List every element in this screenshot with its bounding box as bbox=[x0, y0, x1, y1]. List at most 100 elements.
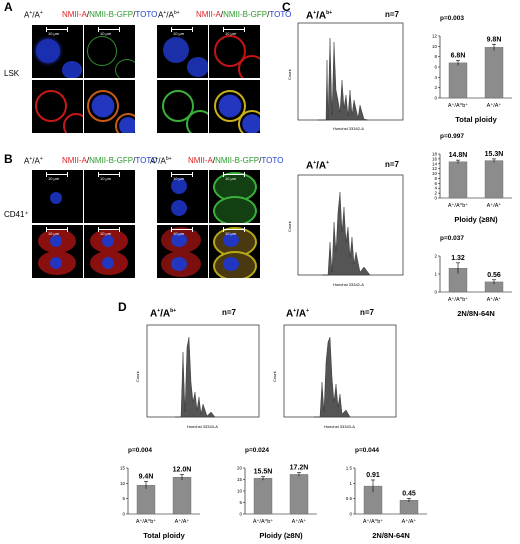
y-tick-label: 1 bbox=[434, 272, 437, 277]
panel-d-hist2-n: n=7 bbox=[360, 308, 375, 317]
bar bbox=[289, 474, 309, 515]
y-tick-label: 1.5 bbox=[346, 466, 353, 471]
histogram-area bbox=[314, 336, 351, 418]
y-tick-label: 0 bbox=[434, 196, 437, 201]
p-value-label: p=0.997 bbox=[440, 133, 464, 140]
bar bbox=[136, 484, 156, 515]
histogram-area bbox=[175, 336, 216, 418]
channel-nmii-a-2: NMII-A bbox=[196, 10, 221, 19]
channel-toto-b2: TOTO bbox=[261, 156, 284, 165]
panel-a-channel-legend: NMII-A/NMII-B-GFP/TOTO bbox=[62, 10, 158, 19]
p-value-label: p=0.044 bbox=[355, 447, 379, 454]
data-label: 17.2N bbox=[290, 465, 309, 472]
category-label: A⁺/A^b⁺ bbox=[448, 202, 468, 209]
category-label: A⁺/A⁺ bbox=[175, 518, 190, 525]
count-label: Count bbox=[288, 68, 292, 80]
bar bbox=[448, 62, 468, 99]
x-axis-label: Total ploidy bbox=[455, 115, 497, 124]
y-tick-label: 2 bbox=[434, 254, 437, 259]
y-tick-label: 8 bbox=[434, 54, 437, 59]
bar bbox=[484, 160, 504, 199]
micrograph-a-bplus-merge bbox=[209, 80, 260, 133]
scale-bar-label: 10 μm bbox=[173, 31, 185, 36]
y-tick-label: 0 bbox=[122, 512, 125, 517]
y-tick-label: 10 bbox=[432, 171, 438, 176]
x-axis-label: Ploidy (≥8N) bbox=[259, 531, 303, 540]
scale-bar-label: 10 μm bbox=[48, 231, 60, 236]
channel-nmii-a: NMII-A bbox=[62, 10, 87, 19]
micrograph-a-bplus-nmiia: 10 μm bbox=[209, 25, 260, 78]
data-label: 1.32 bbox=[451, 255, 465, 262]
y-tick-label: 16 bbox=[432, 156, 438, 161]
panel-d-hist1-genotype: A+/Ab+ bbox=[150, 308, 177, 320]
panel-b-channel-legend-2: NMII-A/NMII-B-GFP/TOTO bbox=[188, 156, 284, 165]
data-label: 12.0N bbox=[173, 466, 192, 473]
category-label: A⁺/A⁺ bbox=[487, 296, 502, 303]
panel-b-genotype-plus: A+/A+ bbox=[24, 156, 43, 166]
panel-label-d: D bbox=[118, 300, 127, 314]
hoechst-label: Hoechst 33343-A bbox=[187, 424, 218, 429]
y-tick-label: 0 bbox=[349, 512, 352, 517]
channel-nmii-a-b1: NMII-A bbox=[62, 156, 87, 165]
y-tick-label: 6 bbox=[434, 65, 437, 70]
y-tick-label: 0 bbox=[434, 96, 437, 101]
histogram-d-bplus: Count Hoechst 33343-A bbox=[135, 324, 260, 429]
channel-nmii-b-gfp-b2: NMII-B-GFP bbox=[215, 156, 260, 165]
y-tick-label: 12 bbox=[432, 166, 438, 171]
micrograph-a-plus-gfp: 10 μm bbox=[84, 25, 135, 78]
category-label: A⁺/A^b⁺ bbox=[363, 518, 383, 525]
micrograph-b-plus-toto: 10 μm bbox=[32, 170, 83, 223]
micrograph-b-bplus-toto: 10 μm bbox=[157, 170, 208, 223]
scale-bar-label: 10 μm bbox=[100, 231, 112, 236]
y-tick-label: 18 bbox=[432, 152, 438, 157]
bar-chart-d-ploidy: 0 5 10 15 20 p=0.024 15.5N A⁺/A^b⁺ 17.2N A⁺/A⁺ Plo… bbox=[237, 447, 317, 540]
panel-b-genotype-bplus: A+/Ab+ bbox=[150, 156, 172, 166]
histogram-c-bplus: Count Hoechst 33342-A bbox=[288, 22, 404, 131]
panel-c-hist2-n: n=7 bbox=[385, 160, 400, 169]
y-tick-label: 20 bbox=[237, 466, 243, 471]
panel-c-hist2-genotype: A+/A+ bbox=[306, 160, 330, 172]
bar bbox=[448, 161, 468, 199]
micrograph-a-plus-toto: 10 μm bbox=[32, 25, 83, 78]
channel-toto-b1: TOTO bbox=[135, 156, 158, 165]
x-axis-label: Total ploidy bbox=[143, 531, 185, 540]
panel-a-channel-legend-2: NMII-A/NMII-B-GFP/TOTO bbox=[196, 10, 292, 19]
micrograph-b-plus-nmiia: 10 μm bbox=[32, 225, 83, 278]
data-label: 15.3N bbox=[485, 151, 504, 158]
y-tick-label: 5 bbox=[239, 500, 242, 505]
y-tick-label: 12 bbox=[432, 34, 438, 39]
count-label: Count bbox=[288, 220, 292, 232]
channel-nmii-b-gfp-b1: NMII-B-GFP bbox=[89, 156, 134, 165]
panel-c-hist1-genotype: A+/Ab+ bbox=[306, 10, 333, 22]
x-axis-label: Ploidy (≥8N) bbox=[454, 215, 498, 224]
scale-bar-label: 10 μm bbox=[100, 31, 112, 36]
category-label: A⁺/A⁺ bbox=[292, 518, 307, 525]
y-tick-label: 6 bbox=[434, 181, 437, 186]
panel-b-channel-legend: NMII-A/NMII-B-GFP/TOTO bbox=[62, 156, 158, 165]
scale-bar-label: 10 μm bbox=[100, 176, 112, 181]
y-tick-label: 4 bbox=[434, 186, 437, 191]
p-value-label: p=0.037 bbox=[440, 235, 464, 242]
bar-chart-c-total: 0 2 4 6 8 10 12 p=0.003 6.8N A⁺/A^b⁺ 9.8N A⁺/A⁺ Tota… bbox=[432, 15, 512, 124]
p-value-label: p=0.003 bbox=[440, 15, 464, 22]
bar bbox=[484, 47, 504, 99]
p-value-label: p=0.024 bbox=[245, 447, 269, 454]
data-label: 0.91 bbox=[366, 472, 380, 479]
panel-label-c: C bbox=[282, 0, 291, 14]
plot-frame bbox=[146, 324, 260, 418]
channel-nmii-b-gfp: NMII-B-GFP bbox=[89, 10, 134, 19]
panel-a-genotype-bplus: A+/Ab+ bbox=[158, 10, 180, 20]
y-tick-label: 8 bbox=[434, 176, 437, 181]
y-tick-label: 0 bbox=[434, 290, 437, 295]
bar bbox=[399, 500, 419, 515]
micrograph-a-bplus-gfp bbox=[157, 80, 208, 133]
row-label-cd41: CD41⁺ bbox=[4, 210, 29, 219]
category-label: A⁺/A^b⁺ bbox=[253, 518, 273, 525]
panel-a-genotype-plus: A+/A+ bbox=[24, 10, 43, 20]
micrograph-b-plus-merge: 10 μm bbox=[84, 225, 135, 278]
scale-bar-label: 10 μm bbox=[225, 231, 237, 236]
scale-bar-label: 10 μm bbox=[48, 31, 60, 36]
channel-toto: TOTO bbox=[135, 10, 158, 19]
